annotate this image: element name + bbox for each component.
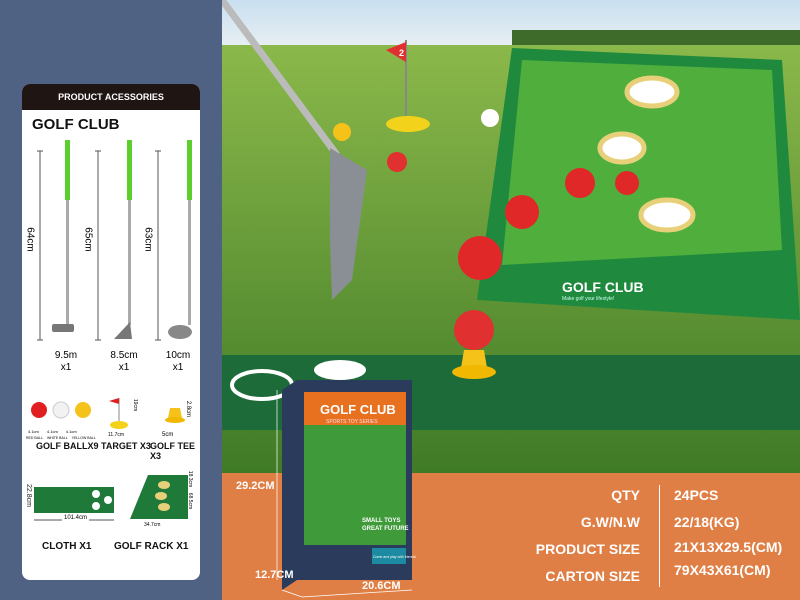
spec-product-size-value: 21X13X29.5(CM) — [674, 539, 783, 555]
club-head — [330, 148, 367, 300]
target-flag — [109, 398, 128, 429]
club3-length: 63cm — [142, 227, 154, 252]
club-putter — [37, 140, 74, 341]
cloth-width: 101.4cm — [62, 515, 90, 521]
club2-head: 8.5cm — [110, 350, 138, 361]
cloth-height: 22.8cm — [25, 484, 32, 507]
golf-club-title: GOLF CLUB — [32, 116, 120, 133]
red-ball-size: 4.1cm — [28, 429, 39, 434]
golf-clubs-illustration — [37, 140, 192, 341]
club2-dims: 8.5cm x1 — [104, 350, 144, 374]
spec-carton-size-value: 79X43X61(CM) — [674, 562, 771, 578]
cloth-rack-illustration — [34, 475, 188, 521]
club1-length: 64cm — [24, 227, 36, 252]
ball-on-tee — [454, 310, 494, 350]
tee-label: GOLF TEE X3 — [150, 441, 195, 461]
box-subtitle: SPORTS TOY SERIES — [326, 419, 378, 425]
box-height: 29.2CM — [236, 480, 275, 492]
ball-size-row: 4.1cm 4.1cm 4.1cm — [28, 429, 77, 434]
golf-scene: GOLF CLUB Make golf your lifestyle! 2 GO… — [222, 0, 800, 600]
club-shaft — [222, 0, 340, 158]
rack-width: 34.7cm — [144, 522, 161, 528]
golf-ball-label: GOLF BALLX9 — [36, 441, 99, 451]
white-ball — [52, 401, 70, 419]
target-label: TARGET X3 — [101, 441, 151, 451]
rack-brand: GOLF CLUB — [562, 279, 644, 295]
yellow-ball — [75, 402, 91, 418]
ball-name-row: RED BALL WHITE BALL YELLOW BALL — [26, 436, 96, 440]
white-ball-size: 4.1cm — [46, 429, 58, 434]
cloth-label: CLOTH X1 — [42, 541, 92, 552]
box-badge-2: GREAT FUTURE — [362, 526, 409, 532]
club1-qty: x1 — [60, 362, 72, 373]
club-iron — [155, 140, 192, 341]
club-driver — [95, 140, 132, 341]
tee-width: 5cm — [162, 432, 174, 438]
spec-qty-value: 24PCS — [674, 487, 719, 503]
white-ball-name: WHITE BALL — [46, 436, 68, 440]
club1-dims: 9.5m x1 — [46, 350, 86, 374]
box-badge-1: SMALL TOYS — [362, 518, 400, 524]
cloth-mat — [34, 487, 114, 513]
club3-head: 10cm — [165, 350, 191, 361]
spec-carton-size-label: CARTON SIZE — [545, 568, 640, 584]
rack-label: GOLF RACK X1 — [114, 541, 189, 552]
spec-weight-label: G.W/N.W — [580, 514, 640, 530]
box-side-note: Come and play with friends! — [373, 555, 416, 559]
box-depth: 12.7CM — [255, 569, 294, 581]
spec-weight-value: 22/18(KG) — [674, 514, 740, 530]
box-width: 20.6CM — [362, 580, 401, 592]
club2-length: 65cm — [82, 227, 94, 252]
accessories-card: PRODUCT ACESSORIES GOLF CLUB 64cm 65cm 6… — [22, 84, 200, 580]
yellow-ball-size: 4.1cm — [65, 429, 77, 434]
specs-table: QTY 24PCS G.W/N.W 22/18(KG) PRODUCT SIZE… — [222, 473, 800, 600]
club1-head: 9.5m — [54, 350, 78, 361]
club2-qty: x1 — [118, 362, 130, 373]
product-box: GOLF CLUB SPORTS TOY SERIES SMALL TOYS G… — [282, 380, 416, 590]
target-flag — [386, 42, 406, 62]
card-header: PRODUCT ACESSORIES — [22, 84, 200, 110]
red-ball — [31, 402, 47, 418]
rack-tagline: Make golf your lifestyle! — [562, 296, 614, 302]
flag-number: 2 — [399, 48, 404, 58]
golf-tee — [165, 408, 185, 423]
accessories-illustration — [31, 398, 185, 429]
rack-height-1: 18.3cm — [187, 470, 194, 488]
club3-dims: 10cm x1 — [158, 350, 198, 374]
spec-qty-label: QTY — [611, 487, 640, 503]
left-panel: PRODUCT ACESSORIES GOLF CLUB 64cm 65cm 6… — [0, 0, 222, 600]
target-width: 11.7cm — [108, 432, 125, 438]
target-height: 19cm — [132, 398, 139, 412]
club3-qty: x1 — [172, 362, 184, 373]
spec-product-size-label: PRODUCT SIZE — [535, 541, 640, 557]
red-ball-name: RED BALL — [26, 436, 43, 440]
tee-height: 2.8cm — [185, 400, 192, 418]
yellow-ball-name: YELLOW BALL — [71, 436, 96, 440]
rack-height-2: 68.5cm — [187, 492, 194, 510]
box-title: GOLF CLUB — [320, 402, 396, 417]
